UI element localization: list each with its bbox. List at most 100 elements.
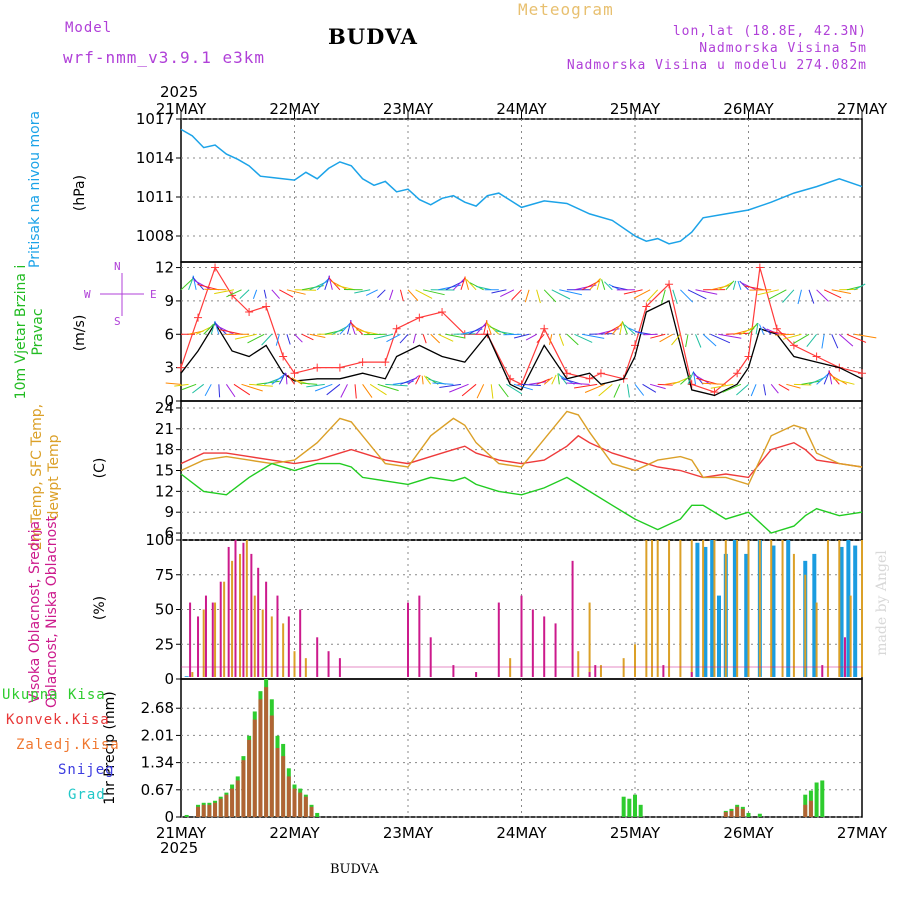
wind-arrow [193, 279, 212, 291]
wind-gust-point [194, 313, 203, 322]
wind-gust-point [733, 369, 742, 378]
precip-conv-bar [241, 760, 246, 817]
cloud-low-bar [276, 595, 279, 677]
cloud-mid-bar [849, 595, 852, 677]
cloud-mid-bar [668, 540, 671, 677]
wind-arrow [722, 383, 742, 393]
wind-arrow [165, 382, 182, 385]
precip-total-bar [627, 798, 632, 817]
wind-arrow [275, 334, 280, 346]
wind-arrow [373, 333, 393, 340]
wind-arrow [377, 383, 399, 392]
wind-arrow [421, 375, 424, 385]
x-tick-label-bottom: 22MAY [269, 824, 320, 842]
wind-arrow [584, 383, 605, 393]
x-tick-label-bottom: 26MAY [723, 824, 774, 842]
wind-arrow [174, 383, 189, 387]
cloud-low-bar [407, 602, 409, 677]
wind-arrow [622, 321, 628, 335]
wind-arrow [506, 383, 523, 395]
wind-arrow [786, 383, 801, 389]
wind-arrow [702, 333, 717, 347]
wind-arrow [188, 275, 195, 290]
wind-arrow [214, 289, 235, 295]
wind-arrow [801, 380, 820, 385]
wind-arrow [816, 289, 829, 302]
compass-e: E [150, 288, 157, 301]
cloud-mid-bar [214, 602, 217, 677]
wind-arrow [263, 289, 267, 299]
wind-arrow [574, 383, 598, 389]
cloud-low-bar [219, 581, 222, 677]
wind-arrow [279, 289, 294, 298]
x-tick-label-bottom: 27MAY [837, 824, 888, 842]
wind-arrow [782, 289, 795, 303]
wind-arrow [748, 322, 758, 335]
cloud-low-bar [227, 546, 230, 677]
wind-arrow [782, 333, 802, 340]
station-title: BUDVA [328, 24, 418, 49]
wind-arrow [386, 333, 401, 343]
wind-arrow [432, 382, 454, 385]
cloud-low-bar [554, 623, 557, 677]
legend-total: Ukupna Kisa [2, 687, 106, 703]
cloud-low-bar [338, 658, 341, 677]
precip-conv-bar [218, 798, 223, 817]
wind-gust-point [585, 374, 594, 383]
x-tick-label-bottom: 23MAY [383, 824, 434, 842]
cloud-mid-bar [861, 540, 863, 677]
wind-arrow [710, 383, 734, 389]
precip-conv-bar [264, 687, 269, 817]
wind-arrow [324, 329, 344, 335]
cloud-mid-bar [245, 540, 248, 677]
precip-conv-bar [201, 804, 206, 817]
wind-gust-point [335, 363, 344, 372]
wind-arrow [423, 375, 432, 385]
precip-conv-bar [213, 802, 218, 817]
wind-arrow [399, 333, 409, 344]
wind-arrow [486, 322, 500, 335]
wind-arrow [438, 333, 454, 342]
wind-arrow [604, 281, 613, 291]
wind-arrow [551, 374, 557, 385]
wind-arrow [797, 289, 802, 305]
precip-total-bar [638, 804, 643, 817]
wind-arrow [286, 289, 306, 295]
wind-arrow [300, 382, 318, 385]
wind-arrow [192, 276, 205, 291]
wind-gust-point [211, 263, 220, 272]
wind-arrow [225, 384, 236, 398]
x-tick-label-top: 26MAY [723, 100, 774, 118]
wind-arrow [661, 289, 666, 304]
wind-arrow [816, 372, 830, 385]
panel-frame-1 [180, 261, 863, 402]
cloud-high-bar [839, 546, 844, 677]
y-tick-label: 1017 [136, 110, 174, 128]
wind-arrow [369, 383, 387, 396]
wind-arrow [460, 328, 483, 335]
wind-arrow [204, 288, 227, 291]
cloud-high-bar [771, 545, 776, 677]
wind-arrow [643, 333, 658, 336]
wind-arrow [180, 278, 194, 291]
wind-arrow [354, 384, 357, 399]
cloud-mid-bar [239, 553, 242, 677]
cloud-mid-bar [253, 595, 256, 677]
wind-arrow [483, 319, 488, 335]
wind-arrow [294, 333, 303, 343]
wind-arrow [611, 286, 628, 291]
cloud-low-bar [204, 595, 207, 677]
y-tick-label: 1.34 [141, 754, 174, 772]
wind-arrow [500, 289, 515, 298]
wind-arrow [309, 333, 326, 338]
cloud-low-bar [316, 637, 319, 677]
wind-arrow [750, 384, 757, 397]
wind-arrow [192, 383, 205, 394]
cloud-mid-bar [792, 553, 795, 677]
x-tick-label-top: 21MAY [156, 100, 207, 118]
wind-arrow [494, 330, 515, 335]
wind-arrow [521, 383, 541, 386]
wind-arrow [854, 283, 866, 291]
precip-conv-bar [207, 804, 212, 817]
legend-frozen: Zaledj.Kisa [16, 737, 120, 753]
